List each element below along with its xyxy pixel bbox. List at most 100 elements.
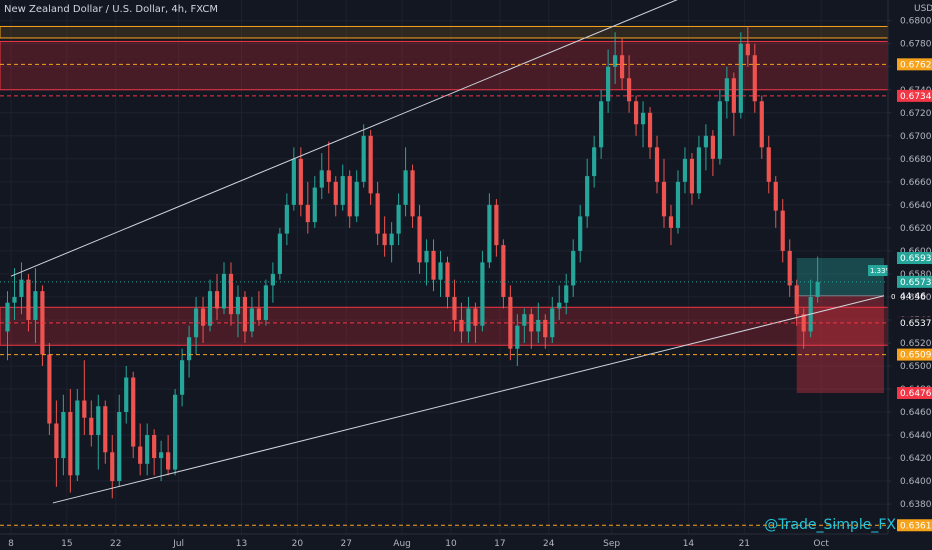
candle-body	[319, 170, 324, 188]
candle-body	[354, 181, 359, 217]
candle-body	[592, 147, 597, 177]
price-tag[interactable]	[897, 317, 932, 330]
candle-body	[235, 296, 241, 315]
candle-body	[291, 158, 296, 205]
candle-body	[270, 273, 275, 286]
price-tag[interactable]	[897, 252, 932, 265]
candle-body	[200, 308, 206, 326]
time-tick-label: Sep	[603, 539, 620, 549]
candle-body	[480, 262, 485, 326]
price-tag[interactable]	[897, 387, 932, 400]
time-tick-label: 24	[543, 539, 555, 549]
candle-body	[12, 296, 17, 303]
channel-line[interactable]	[52, 295, 885, 504]
candle-body	[724, 78, 729, 102]
price-tag[interactable]	[897, 89, 932, 102]
trend-lines[interactable]	[10, 0, 885, 504]
price-axis[interactable]: USD0.636000.638000.640000.642000.644000.…	[887, 0, 932, 550]
candle-body	[326, 170, 331, 182]
time-tick-label: 20	[292, 539, 304, 549]
candle-body	[389, 233, 394, 246]
candle-body	[731, 78, 736, 113]
candle-body	[599, 101, 604, 148]
candle-body	[564, 285, 569, 303]
candle-body	[522, 314, 527, 326]
candle-body	[298, 158, 303, 205]
candle-body	[815, 281, 820, 297]
resistance-zone[interactable]	[0, 25, 889, 39]
time-tick-label: 14	[683, 539, 695, 549]
candle-body	[382, 233, 387, 246]
candle-body	[766, 147, 771, 182]
candle-body	[703, 135, 708, 148]
time-axis-background	[0, 534, 932, 550]
chart-title: New Zealand Dollar / U.S. Dollar, 4h, FX…	[4, 4, 218, 15]
candle-body	[256, 308, 262, 320]
time-tick-label: 21	[739, 539, 750, 549]
channel-line[interactable]	[10, 0, 751, 277]
candle-body	[207, 291, 213, 326]
time-tick-label: 13	[236, 539, 247, 549]
candle-body	[424, 250, 429, 263]
candle-body	[417, 216, 422, 263]
position-target-zone[interactable]	[796, 258, 884, 296]
price-tag[interactable]	[897, 519, 932, 532]
candle-body	[186, 337, 192, 361]
price-tag[interactable]	[897, 348, 932, 361]
candle-body	[738, 43, 743, 113]
candle-body	[501, 245, 506, 297]
time-tick-label: 8	[8, 539, 14, 549]
candle-body	[494, 204, 499, 246]
countdown-label: 44:46	[900, 292, 926, 302]
candle-body	[794, 285, 799, 315]
candle-body	[403, 170, 408, 205]
candle-body	[438, 262, 443, 280]
candle-body	[682, 158, 688, 182]
candle-body	[801, 314, 806, 332]
candle-body	[33, 291, 38, 320]
candle-body	[487, 204, 492, 263]
candle-body	[242, 296, 248, 332]
horizontal-levels[interactable]	[0, 63, 888, 526]
candle-body	[263, 285, 268, 320]
candle-body	[571, 250, 576, 286]
candle-body	[787, 250, 792, 286]
time-tick-label: Jul	[172, 539, 184, 549]
candle-body	[5, 302, 10, 332]
candle-body	[675, 181, 681, 228]
candle-body	[585, 176, 590, 217]
candle-body	[152, 435, 157, 459]
candle-body	[647, 112, 653, 148]
price-tag[interactable]	[897, 58, 932, 71]
candle-body	[613, 55, 618, 67]
candle-body	[75, 400, 80, 476]
candle-body	[752, 55, 757, 102]
time-tick-label: 22	[110, 539, 121, 549]
candle-body	[305, 204, 310, 223]
candle-body	[117, 412, 122, 482]
price-tag-label: 0.65938	[900, 254, 932, 264]
candle-body	[452, 296, 457, 320]
candle-body	[96, 406, 101, 436]
time-tick-label: 17	[494, 539, 505, 549]
candle-body	[696, 147, 702, 194]
candle-body	[228, 273, 234, 315]
middle-demand-zone[interactable]	[0, 306, 889, 346]
price-tag[interactable]	[897, 275, 932, 288]
time-axis[interactable]: 8 15 22 Jul 13 20 27 Aug 10 17 24 Sep 14 21 Oct	[0, 533, 932, 550]
candle-body	[361, 135, 366, 182]
candle-body	[19, 279, 24, 297]
price-tag-label: 0.63616	[900, 521, 932, 531]
candle-body	[103, 406, 108, 453]
